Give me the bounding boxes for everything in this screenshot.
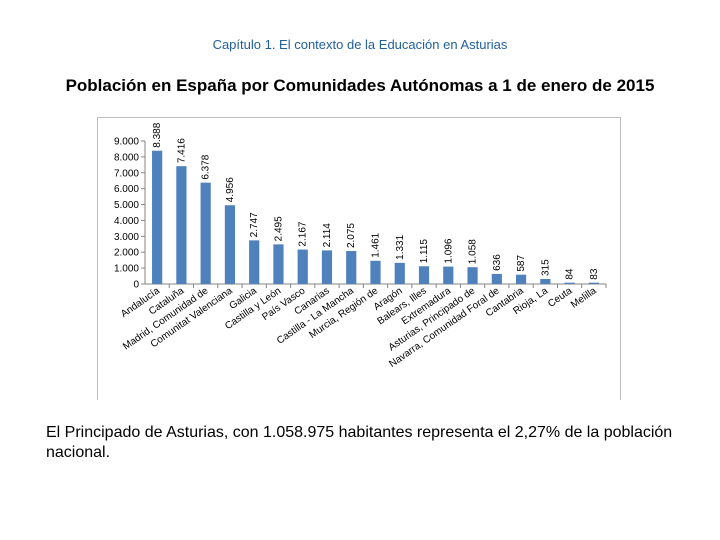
bar-chart: 0 1.000 2.000 3.000 4.000 5.000 6.000 7.000 8.00… [114, 122, 607, 370]
data-label: 2.747 [249, 212, 260, 237]
bar [152, 150, 163, 284]
bar [321, 250, 333, 284]
data-label: 7.416 [176, 138, 187, 163]
x-tick-label: Ceuta [546, 285, 575, 310]
bar [297, 249, 308, 284]
y-tick-label: 1.000 [114, 264, 139, 275]
y-tick-label: 6.000 [114, 184, 139, 195]
chart-title: Población en España por Comunidades Autó… [65, 76, 655, 95]
bar [370, 260, 381, 284]
y-tick-label: 2.000 [114, 248, 139, 259]
bar [200, 182, 211, 284]
y-tick-label: 7.000 [114, 168, 139, 179]
data-label: 6.378 [201, 154, 212, 179]
data-label: 83 [589, 268, 600, 280]
chapter-header: Capítulo 1. El contexto de la Educación … [212, 37, 508, 52]
y-tick-label: 5.000 [114, 200, 139, 211]
y-tick-label: 3.000 [114, 232, 139, 243]
y-tick-label: 8.000 [114, 152, 139, 163]
data-label: 1.461 [371, 232, 382, 257]
bar [273, 244, 284, 284]
bar [515, 274, 527, 284]
bar [588, 282, 599, 284]
data-label: 587 [516, 255, 527, 272]
y-tick-label: 9.000 [114, 137, 139, 148]
bar [224, 205, 236, 284]
bar [346, 251, 357, 284]
y-tick-label: 0 [133, 280, 139, 291]
x-tick-label: Melilla [569, 285, 599, 311]
data-label: 1.096 [443, 238, 454, 263]
data-label: 1.331 [395, 234, 406, 259]
bar [564, 282, 575, 284]
data-label: 2.114 [322, 223, 333, 248]
data-label: 2.075 [346, 223, 357, 248]
bar [540, 278, 551, 284]
data-label: 8.388 [152, 122, 163, 147]
data-label: 636 [492, 254, 503, 271]
data-label: 2.495 [273, 216, 284, 241]
bar [467, 267, 478, 284]
data-label: 315 [540, 259, 551, 276]
data-label: 84 [565, 268, 576, 280]
bar [394, 262, 405, 284]
y-tick-label: 4.000 [114, 216, 139, 227]
bar [176, 166, 187, 284]
data-label: 2.167 [298, 221, 309, 246]
bar [249, 240, 260, 284]
bar [443, 266, 454, 284]
summary-text: El Principado de Asturias, con 1.058.975… [46, 424, 673, 461]
data-label: 1.115 [419, 239, 430, 264]
bar [418, 266, 430, 284]
data-label: 1.058 [468, 239, 479, 264]
bar [491, 273, 502, 284]
chart-frame: 0 1.000 2.000 3.000 4.000 5.000 6.000 7.000 8.00… [97, 117, 621, 400]
data-label: 4.956 [225, 177, 236, 202]
